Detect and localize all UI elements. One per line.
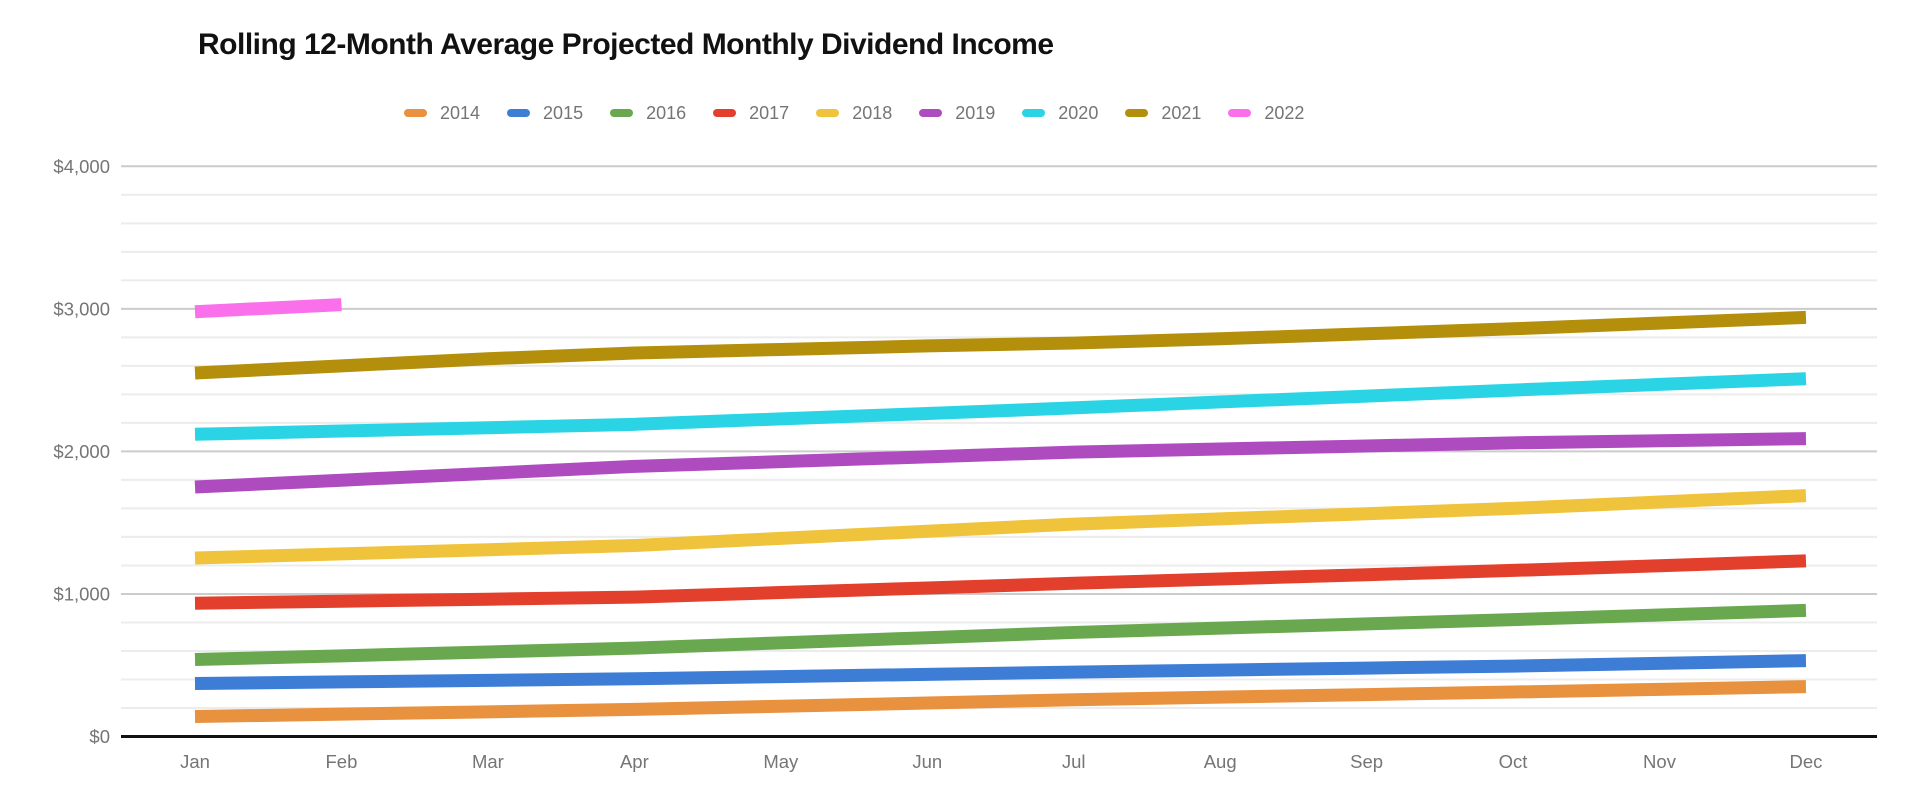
legend-swatch-icon: [1125, 109, 1149, 117]
x-axis-tick-label: Oct: [1499, 751, 1528, 772]
legend-item-2021: 2021: [1125, 104, 1201, 122]
legend-item-2018: 2018: [816, 104, 892, 122]
legend-label: 2017: [749, 103, 790, 123]
legend-label: 2015: [543, 103, 584, 123]
y-axis-tick-label: $2,000: [53, 441, 110, 462]
legend-item-2020: 2020: [1022, 104, 1098, 122]
legend-label: 2022: [1264, 103, 1305, 123]
legend-item-2016: 2016: [610, 104, 686, 122]
x-axis-tick-label: Mar: [472, 751, 504, 772]
legend-label: 2016: [646, 103, 687, 123]
y-axis-tick-label: $4,000: [53, 156, 110, 177]
series-line-2021: [194, 310, 1807, 380]
legend-label: 2020: [1058, 103, 1099, 123]
legend-swatch-icon: [816, 109, 840, 117]
legend-item-2017: 2017: [713, 104, 789, 122]
legend-item-2014: 2014: [404, 104, 480, 122]
legend-label: 2018: [852, 103, 893, 123]
x-axis-tick-label: Jul: [1062, 751, 1086, 772]
legend-swatch-icon: [713, 109, 737, 117]
legend-swatch-icon: [404, 109, 427, 117]
legend-swatch-icon: [1228, 109, 1252, 117]
series-line-2019: [194, 432, 1807, 494]
x-axis-tick-label: May: [763, 751, 799, 772]
y-axis-tick-label: $0: [89, 726, 110, 747]
legend-swatch-icon: [507, 109, 531, 117]
series-line-2018: [194, 489, 1807, 565]
x-axis-tick-label: Nov: [1643, 751, 1677, 772]
series-line-2016: [194, 603, 1807, 667]
legend-label: 2021: [1161, 103, 1202, 123]
x-axis-tick-label: Sep: [1350, 751, 1383, 772]
y-axis-tick-label: $3,000: [53, 298, 110, 319]
series-line-2022: [194, 298, 342, 319]
x-axis-tick-label: Apr: [620, 751, 649, 772]
legend-swatch-icon: [919, 109, 943, 117]
series-line-2020: [194, 372, 1807, 441]
legend-item-2019: 2019: [919, 104, 995, 122]
x-axis-tick-label: Aug: [1204, 751, 1237, 772]
chart-title: Rolling 12-Month Average Projected Month…: [198, 28, 1054, 61]
series-line-2017: [194, 554, 1807, 610]
x-axis-tick-label: Feb: [326, 751, 358, 772]
legend-swatch-icon: [1022, 109, 1046, 117]
x-axis-tick-label: Dec: [1789, 751, 1822, 772]
legend: 2014 2015 2016 2017 2018 2019 2020 2021 2022: [404, 104, 1304, 122]
x-axis-tick-label: Jun: [912, 751, 942, 772]
y-axis-tick-label: $1,000: [53, 583, 110, 604]
legend-item-2015: 2015: [507, 104, 583, 122]
legend-item-2022: 2022: [1228, 104, 1304, 122]
legend-label: 2014: [440, 103, 481, 123]
legend-label: 2019: [955, 103, 996, 123]
series-line-2015: [194, 654, 1807, 690]
x-axis-tick-label: Jan: [180, 751, 210, 772]
legend-swatch-icon: [610, 109, 634, 117]
series-line-2014: [194, 680, 1807, 724]
